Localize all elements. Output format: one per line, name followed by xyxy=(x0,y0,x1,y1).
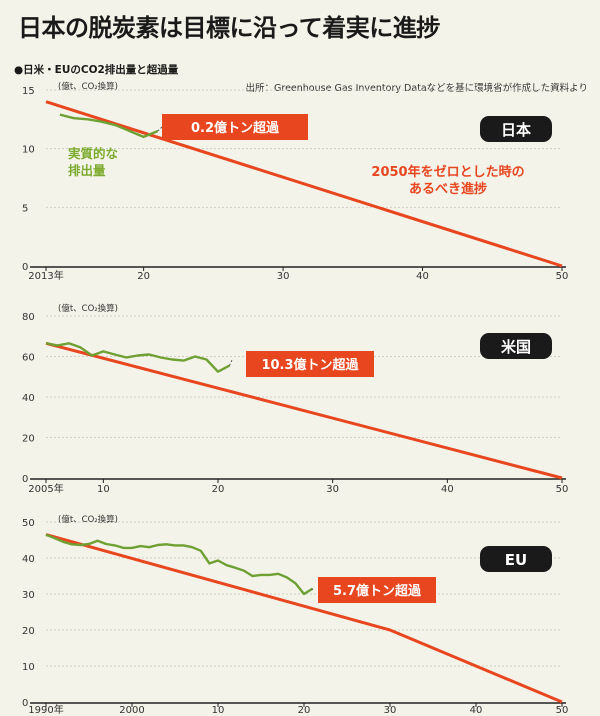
country-badge xyxy=(480,546,552,572)
x-tick-label: 20 xyxy=(137,271,150,282)
x-tick-label: 40 xyxy=(416,271,429,282)
actual-emissions-annotation: 実質的な xyxy=(68,146,118,161)
x-tick-label: 20 xyxy=(212,484,225,495)
target-path-line xyxy=(45,100,563,268)
x-tick-label: 1990年 xyxy=(28,703,63,716)
unit-label: (億t、CO₂換算) xyxy=(58,81,118,92)
chart-panel-3: 50 40 30 20 10 0 (億t、CO₂換算) 1990年 2000 10 20 30 40 50… xyxy=(22,514,568,716)
x-tick-label: 10 xyxy=(212,705,225,716)
y-tick-label: 0 xyxy=(22,262,28,273)
source-note: 出所：Greenhouse Gas Inventory Dataなどを基に環境省… xyxy=(245,83,588,94)
callout-leader xyxy=(311,588,314,591)
x-tick-label: 50 xyxy=(556,271,569,282)
target-path-annotation: あるべき進捗 xyxy=(409,181,487,197)
y-tick-label: 50 xyxy=(22,518,35,529)
unit-label: (億t、CO₂換算) xyxy=(58,303,118,314)
actual-emissions-line xyxy=(59,113,159,139)
y-tick-label: 40 xyxy=(22,554,35,565)
country-badge-label: EU xyxy=(505,551,527,569)
country-badge xyxy=(480,116,552,142)
excess-callout xyxy=(318,577,436,603)
y-tick-label: 60 xyxy=(22,353,35,364)
x-tick-label: 50 xyxy=(556,705,569,716)
y-tick-label: 5 xyxy=(22,203,28,214)
target-path-line xyxy=(45,341,563,480)
x-tick-label: 2000 xyxy=(119,705,144,716)
page-title: 日本の脱炭素は目標に沿って着実に進捗 xyxy=(18,14,440,42)
country-badge-label: 日本 xyxy=(501,121,531,139)
y-tick-label: 10 xyxy=(22,145,35,156)
actual-emissions-line xyxy=(45,533,314,596)
x-tick-label: 50 xyxy=(556,484,569,495)
x-tick-label: 30 xyxy=(277,271,290,282)
excess-callout-label: 5.7億トン超過 xyxy=(333,583,422,599)
x-tick-label: 30 xyxy=(384,705,397,716)
target-path-line xyxy=(45,533,563,704)
y-tick-label: 30 xyxy=(22,590,35,601)
excess-callout xyxy=(162,114,308,140)
actual-emissions-annotation: 排出量 xyxy=(68,163,106,178)
excess-callout-label: 10.3億トン超過 xyxy=(261,357,359,373)
x-tick-label: 2013年 xyxy=(28,269,63,282)
x-tick-label: 40 xyxy=(470,705,483,716)
actual-emissions-line xyxy=(45,342,231,373)
target-path-annotation: 2050年をゼロとした時の xyxy=(371,164,524,180)
x-tick-label: 20 xyxy=(298,705,311,716)
y-tick-label: 20 xyxy=(22,434,35,445)
y-tick-label: 80 xyxy=(22,312,35,323)
country-badge-label: 米国 xyxy=(501,338,531,356)
y-tick-label: 0 xyxy=(22,474,28,485)
y-tick-label: 10 xyxy=(22,662,35,673)
x-tick-label: 30 xyxy=(326,484,339,495)
country-badge xyxy=(480,333,552,359)
y-tick-label: 20 xyxy=(22,626,35,637)
x-tick-label: 2005年 xyxy=(28,482,63,495)
callout-leader xyxy=(157,126,163,132)
chart-subtitle: ●日米・EUのCO2排出量と超過量 xyxy=(14,64,179,76)
excess-callout xyxy=(246,351,374,377)
unit-label: (億t、CO₂換算) xyxy=(58,514,118,525)
y-tick-label: 15 xyxy=(22,86,35,97)
callout-leader xyxy=(229,359,233,366)
excess-callout-label: 0.2億トン超過 xyxy=(191,120,280,136)
chart-panel-2: 80 60 40 20 0 (億t、CO₂換算) 2005年 10 20 30 40 50 米国 10.3… xyxy=(22,303,568,495)
x-tick-label: 10 xyxy=(97,484,110,495)
y-tick-label: 0 xyxy=(22,698,28,709)
y-tick-label: 40 xyxy=(22,393,35,404)
x-tick-label: 40 xyxy=(441,484,454,495)
